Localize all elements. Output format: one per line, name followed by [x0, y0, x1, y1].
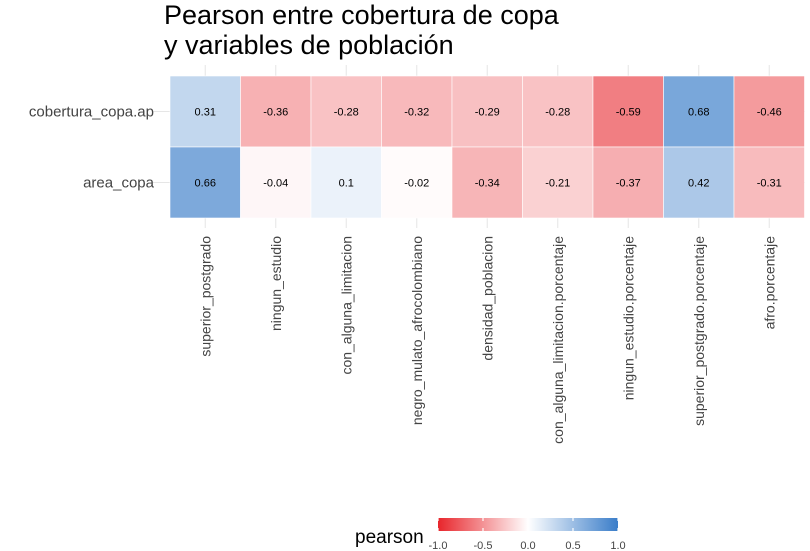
- y-axis-labels: cobertura_copa.ap area_copa: [29, 104, 155, 192]
- x-tick-label: densidad_poblacion: [479, 236, 495, 361]
- legend-tick-label: -0.5: [474, 540, 493, 551]
- legend-ticks: -1.0 -0.5 0.0 0.5 1.0: [429, 518, 626, 551]
- chart-title-line-1: Pearson entre cobertura de copa: [164, 0, 560, 30]
- cell-value-label: -0.32: [404, 107, 429, 119]
- x-tick-label: negro_mulato_afrocolombiano: [409, 236, 425, 425]
- x-tick-label: superior_postgrado.porcentaje: [691, 236, 707, 426]
- legend-tick-label: 1.0: [610, 540, 625, 551]
- heatmap-cell-labels: 0.31 -0.36 -0.28 -0.32 -0.29 -0.28 -0.59 0.68 -0…: [195, 107, 782, 190]
- cell-value-label: -0.34: [475, 178, 500, 190]
- heatmap-cell: [169, 75, 241, 148]
- chart-title: Pearson entre cobertura de copa y variab…: [164, 0, 560, 60]
- cell-value-label: -0.02: [404, 178, 429, 190]
- legend-tick-label: 0.5: [565, 540, 580, 551]
- cell-value-label: -0.29: [475, 107, 500, 119]
- x-tick-label: con_alguna_limitacion.porcentaje: [550, 236, 566, 444]
- cell-value-label: -0.21: [545, 178, 570, 190]
- cell-value-label: -0.36: [263, 107, 288, 119]
- heatmap-cell: [733, 75, 805, 148]
- heatmap-cell: [733, 146, 805, 219]
- legend-tick-label: 0.0: [520, 540, 535, 551]
- cell-value-label: 0.1: [339, 178, 354, 190]
- x-tick-label: ningun_estudio.porcentaje: [620, 236, 636, 400]
- heatmap-cell: [310, 75, 382, 148]
- legend-color-bar: [438, 518, 618, 531]
- legend-title: pearson: [355, 527, 424, 548]
- cell-value-label: -0.28: [545, 107, 570, 119]
- heatmap-cell: [451, 75, 523, 148]
- heatmap-cell: [522, 146, 594, 219]
- x-axis-labels: superior_postgrado ningun_estudio con_algu…: [197, 236, 777, 444]
- heatmap-cell: [240, 75, 312, 148]
- heatmap-cell: [451, 146, 523, 219]
- cell-value-label: -0.37: [616, 178, 641, 190]
- y-tick-label: cobertura_copa.ap: [29, 104, 154, 121]
- x-tick-label: afro.porcentaje: [761, 236, 777, 330]
- heatmap-cell: [592, 75, 664, 148]
- heatmap-cell: [310, 146, 382, 219]
- x-tick-label: ningun_estudio: [268, 236, 284, 331]
- x-tick-label: con_alguna_limitacion: [338, 236, 354, 375]
- cell-value-label: -0.28: [334, 107, 359, 119]
- heatmap-cell: [592, 146, 664, 219]
- cell-value-label: 0.68: [688, 107, 709, 119]
- x-tick-label: superior_postgrado: [197, 236, 213, 357]
- heatmap-cells: [169, 75, 805, 219]
- cell-value-label: -0.04: [263, 178, 288, 190]
- cell-value-label: 0.31: [195, 107, 216, 119]
- heatmap-cell: [522, 75, 594, 148]
- legend-tick-label: -1.0: [429, 540, 448, 551]
- y-tick-label: area_copa: [83, 175, 155, 192]
- cell-value-label: 0.42: [688, 178, 709, 190]
- heatmap-cell: [663, 146, 735, 219]
- heatmap-cell: [381, 146, 453, 219]
- cell-value-label: 0.66: [195, 178, 216, 190]
- chart-title-line-2: y variables de población: [164, 30, 454, 60]
- cell-value-label: -0.31: [757, 178, 782, 190]
- cell-value-label: -0.59: [616, 107, 641, 119]
- heatmap-cell: [240, 146, 312, 219]
- heatmap-cell: [381, 75, 453, 148]
- legend: pearson -1.0 -0.5 0.0 0.5 1.0: [355, 518, 626, 551]
- cell-value-label: -0.46: [757, 107, 782, 119]
- heatmap-cell: [169, 146, 241, 219]
